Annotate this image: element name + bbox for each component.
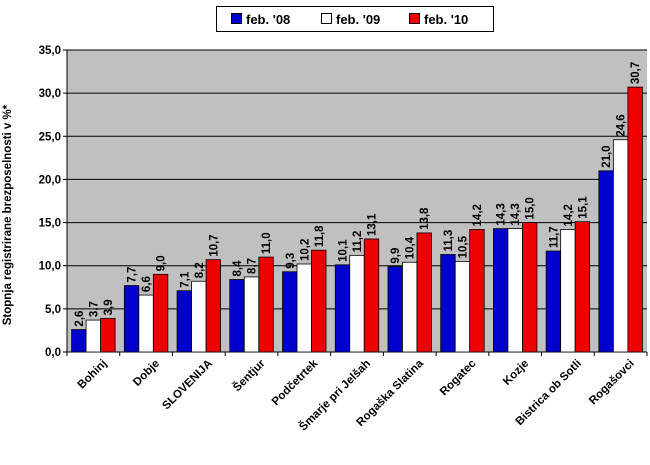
data-label: 13,1 xyxy=(367,213,379,236)
data-label: 9,9 xyxy=(390,248,402,264)
data-label: 15,1 xyxy=(577,196,589,219)
legend-swatch-feb08 xyxy=(231,13,242,24)
bar xyxy=(493,228,509,353)
data-label: 14,2 xyxy=(563,204,575,226)
category-label: Rogatec xyxy=(438,357,479,398)
data-label: 8,2 xyxy=(194,262,206,278)
data-label: 21,0 xyxy=(601,145,613,167)
bar xyxy=(387,266,403,353)
data-label: 8,7 xyxy=(247,258,259,274)
data-label: 3,9 xyxy=(103,299,115,315)
data-label: 14,2 xyxy=(472,204,484,226)
data-label: 30,7 xyxy=(630,62,642,84)
legend: feb. '08 feb. '09 feb. '10 xyxy=(216,6,494,32)
y-tick-label: 0,0 xyxy=(45,347,61,359)
legend-swatch-feb09 xyxy=(321,13,332,24)
bar xyxy=(123,285,140,353)
legend-swatch-feb10 xyxy=(409,13,420,24)
bar xyxy=(191,280,207,353)
bar xyxy=(176,290,192,353)
bar xyxy=(71,329,87,353)
legend-item-feb08: feb. '08 xyxy=(231,12,290,28)
data-label: 3,7 xyxy=(88,301,100,317)
data-label: 11,2 xyxy=(352,231,364,253)
y-tick-label: 20,0 xyxy=(39,174,61,186)
bar xyxy=(560,229,576,353)
bar xyxy=(349,254,365,353)
bar xyxy=(138,294,154,353)
bar xyxy=(311,249,327,353)
data-label: 10,4 xyxy=(405,236,417,259)
bar xyxy=(100,317,116,353)
data-label: 15,0 xyxy=(525,197,537,219)
y-tick-label: 35,0 xyxy=(39,45,61,57)
bar xyxy=(205,259,221,353)
data-label: 11,0 xyxy=(261,232,273,254)
category-label: Šentjur xyxy=(230,357,268,395)
bar xyxy=(282,271,298,353)
data-label: 6,6 xyxy=(141,276,153,292)
bar xyxy=(416,232,432,353)
y-tick-label: 15,0 xyxy=(39,218,61,230)
y-tick-label: 5,0 xyxy=(45,304,61,316)
bar xyxy=(296,263,312,353)
legend-item-feb09: feb. '09 xyxy=(321,12,380,28)
legend-item-feb10: feb. '10 xyxy=(409,12,468,28)
data-label: 9,0 xyxy=(156,255,168,271)
data-label: 10,1 xyxy=(338,239,350,262)
legend-label-feb10: feb. '10 xyxy=(424,12,469,27)
legend-label-feb08: feb. '08 xyxy=(246,12,291,27)
data-label: 10,2 xyxy=(299,239,311,261)
data-label: 2,6 xyxy=(74,311,86,327)
data-label: 14,3 xyxy=(510,203,522,225)
bar xyxy=(574,221,591,353)
data-label: 7,7 xyxy=(127,267,139,283)
y-tick-label: 25,0 xyxy=(39,131,61,143)
bar xyxy=(612,139,629,353)
bar xyxy=(507,228,523,353)
bar xyxy=(334,264,351,353)
bar xyxy=(402,261,418,353)
data-label: 11,8 xyxy=(314,225,326,247)
bar xyxy=(469,229,485,353)
data-label: 24,6 xyxy=(616,114,628,136)
bar xyxy=(229,279,245,353)
bar xyxy=(545,250,562,353)
bar xyxy=(85,319,102,353)
category-label: Kozje xyxy=(501,358,531,388)
category-label: Bohinj xyxy=(76,358,110,392)
category-label: Dobje xyxy=(131,358,162,389)
legend-label-feb09: feb. '09 xyxy=(336,12,381,27)
y-tick-label: 10,0 xyxy=(39,261,61,273)
bar xyxy=(627,86,643,353)
category-label: Rogašovci xyxy=(587,358,637,408)
data-label: 14,3 xyxy=(496,203,508,225)
data-label: 11,7 xyxy=(548,226,560,248)
bar xyxy=(454,260,471,353)
y-tick-label: 30,0 xyxy=(39,88,61,100)
data-label: 10,7 xyxy=(208,234,220,256)
bar xyxy=(258,256,274,353)
data-label: 10,5 xyxy=(457,235,469,258)
bar xyxy=(363,238,380,353)
data-label: 7,1 xyxy=(179,271,191,288)
bar xyxy=(243,276,260,353)
bar xyxy=(152,273,169,353)
data-label: 11,3 xyxy=(443,230,455,252)
category-label: SLOVENIJA xyxy=(160,358,215,413)
bar xyxy=(522,222,538,353)
category-label: Podčetrtek xyxy=(270,357,321,408)
data-label: 8,4 xyxy=(232,260,244,277)
bar xyxy=(598,170,614,353)
data-label: 9,3 xyxy=(285,253,297,269)
data-label: 13,8 xyxy=(419,207,431,230)
bar xyxy=(440,254,456,353)
